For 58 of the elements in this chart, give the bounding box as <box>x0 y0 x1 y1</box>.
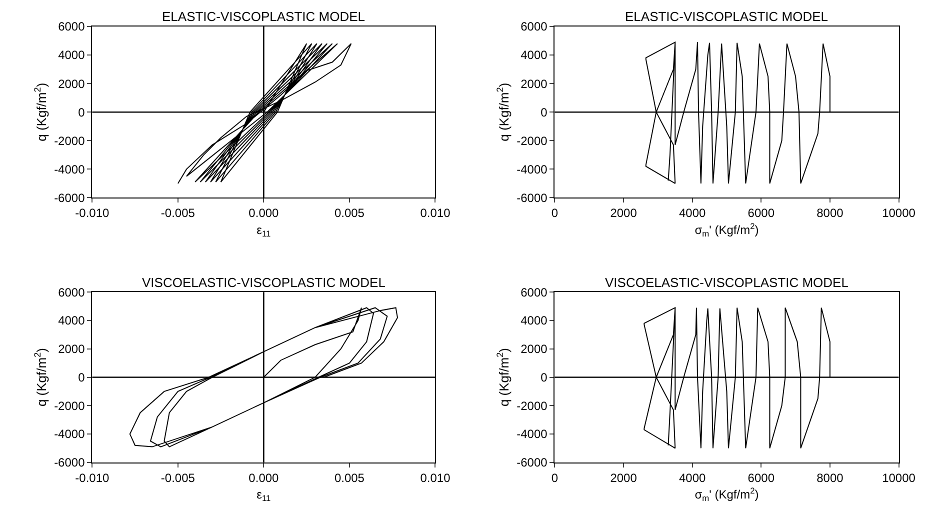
x-tick-label: -0.005 <box>160 206 196 220</box>
y-tick-label: 4000 <box>520 314 548 328</box>
y-tick-label: 0 <box>540 105 548 120</box>
y-tick-label: 4000 <box>58 48 86 62</box>
x-axis-title: ε$_{11}$ <box>256 488 272 504</box>
y-tick-label: 2000 <box>58 342 86 356</box>
x-tick-label: 8000 <box>816 470 844 485</box>
y-tick-label: -2000 <box>54 134 86 148</box>
x-tick-label: 8000 <box>816 206 844 220</box>
y-tick-label: 2000 <box>58 76 86 91</box>
y-tick-label: -2000 <box>516 398 548 413</box>
y-tick-label: -6000 <box>516 190 548 205</box>
y-tick-label: 6000 <box>520 20 548 34</box>
chart-title: VISCOELASTIC-VISCOPLASTIC MODEL <box>605 275 848 290</box>
x-tick-label: 4000 <box>678 470 706 485</box>
y-tick-label: -4000 <box>54 427 86 442</box>
y-tick-label: -6000 <box>516 456 548 470</box>
x-tick-label: 10000 <box>882 470 916 485</box>
y-tick-label: 0 <box>78 370 86 384</box>
x-tick-label: -0.010 <box>75 470 110 485</box>
x-tick-label: 0 <box>551 206 558 220</box>
x-tick-label: -0.010 <box>75 206 110 220</box>
x-tick-label: 4000 <box>678 206 706 220</box>
y-tick-label: -4000 <box>516 162 548 176</box>
y-tick-label: 0 <box>540 370 548 384</box>
y-tick-label: 4000 <box>58 314 86 328</box>
x-tick-label: 0.005 <box>334 206 365 220</box>
y-tick-label: 6000 <box>58 20 86 34</box>
y-tick-label: -2000 <box>54 398 86 413</box>
y-tick-label: -4000 <box>516 427 548 442</box>
chart-title: ELASTIC-VISCOPLASTIC MODEL <box>162 9 365 24</box>
x-tick-label: 6000 <box>748 206 775 220</box>
x-axis-title: σ$_{m}$' (Kgf/m$^{2}$) <box>694 486 759 504</box>
y-tick-label: 2000 <box>520 76 548 91</box>
x-tick-label: -0.005 <box>160 470 196 485</box>
x-tick-label: 0.000 <box>248 470 280 485</box>
x-axis-title: ε$_{11}$ <box>256 223 272 239</box>
x-tick-label: 10000 <box>882 206 916 220</box>
x-tick-label: 2000 <box>610 206 638 220</box>
y-tick-label: -4000 <box>54 162 86 176</box>
x-tick-label: 0.005 <box>334 470 365 485</box>
y-tick-label: 4000 <box>520 48 548 62</box>
x-tick-label: 0.000 <box>248 206 280 220</box>
y-tick-label: 0 <box>78 105 86 120</box>
x-tick-label: 0 <box>551 470 558 485</box>
chart-title: VISCOELASTIC-VISCOPLASTIC MODEL <box>142 275 386 290</box>
x-tick-label: 0.010 <box>420 470 451 485</box>
y-tick-label: 6000 <box>520 285 548 300</box>
y-tick-label: -6000 <box>54 456 86 470</box>
y-tick-label: -6000 <box>54 190 86 205</box>
x-tick-label: 2000 <box>610 470 638 485</box>
x-axis-title: σ$_{m}$' (Kgf/m$^{2}$) <box>694 220 759 239</box>
chart-title: ELASTIC-VISCOPLASTIC MODEL <box>625 9 828 24</box>
x-tick-label: 0.010 <box>420 206 451 220</box>
y-tick-label: 6000 <box>58 285 86 300</box>
y-tick-label: 2000 <box>520 342 548 356</box>
x-tick-label: 6000 <box>748 470 775 485</box>
y-tick-label: -2000 <box>516 134 548 148</box>
